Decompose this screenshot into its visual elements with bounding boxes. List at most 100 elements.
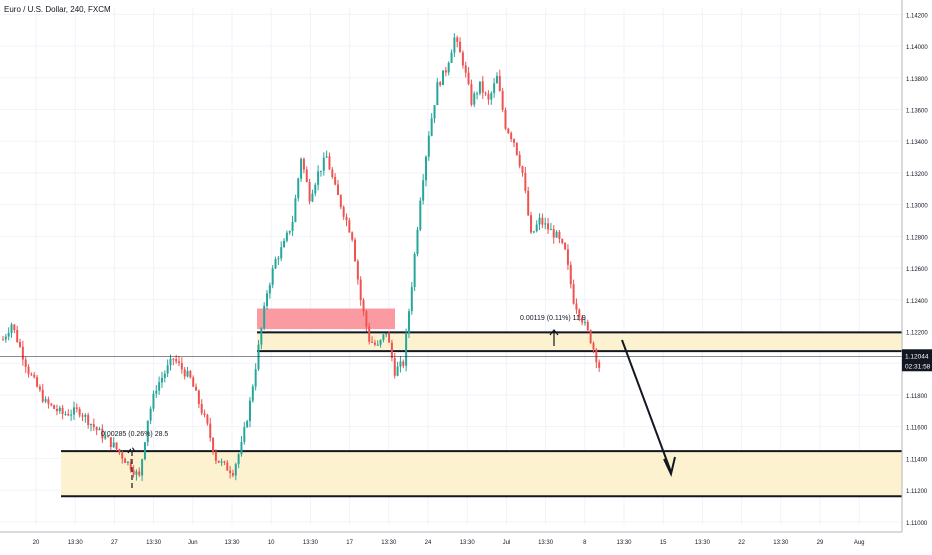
demand-zone[interactable] xyxy=(61,451,902,497)
candle-body xyxy=(490,93,493,100)
candle-body xyxy=(583,321,586,323)
x-tick-label: 24 xyxy=(425,540,432,546)
candle-body xyxy=(564,242,567,250)
candle-body xyxy=(322,157,325,171)
candle-body xyxy=(478,81,481,94)
candle-body xyxy=(234,464,237,476)
candle-body xyxy=(300,158,303,179)
candle-body xyxy=(251,386,254,401)
candle-body xyxy=(595,349,598,363)
candle-body xyxy=(328,156,331,170)
candle-body xyxy=(507,128,510,134)
down-arrow-line[interactable] xyxy=(621,339,672,473)
candle-body xyxy=(36,377,39,387)
candle-body xyxy=(38,386,41,390)
candle-body xyxy=(280,247,283,259)
candle-body xyxy=(388,333,391,343)
candle-body xyxy=(149,408,152,421)
candle-body xyxy=(430,118,433,136)
candle-body xyxy=(558,231,561,239)
candle-body xyxy=(143,442,146,460)
candle-body xyxy=(305,169,308,182)
candle-body xyxy=(132,470,135,475)
drawings[interactable]: 0.00119 (0.11%) 11.9 0.00285 (0.26%) 28.5 xyxy=(0,315,902,488)
candle-body xyxy=(55,408,58,412)
candle-body xyxy=(206,414,209,424)
y-tick-label: 1.14200 xyxy=(906,13,928,19)
zones[interactable] xyxy=(61,308,902,498)
y-tick-label: 1.14000 xyxy=(906,45,928,51)
candle-body xyxy=(92,424,95,428)
candle-body xyxy=(16,330,19,342)
candle-body xyxy=(200,403,203,414)
candle-body xyxy=(129,461,132,471)
measure-label-lower: 0.00285 (0.26%) 28.5 xyxy=(101,431,168,438)
candle-body xyxy=(158,382,161,391)
candle-body xyxy=(64,413,67,415)
candle-body xyxy=(268,284,271,294)
candle-body xyxy=(302,158,305,170)
candle-body xyxy=(240,442,243,455)
candle-body xyxy=(544,223,547,225)
candle-body xyxy=(592,343,595,350)
x-tick-label: 13:30 xyxy=(695,540,711,546)
candle-body xyxy=(424,156,427,181)
x-tick-label: Aug xyxy=(854,540,865,546)
candle-body xyxy=(342,207,345,217)
candle-body xyxy=(58,407,61,412)
y-tick-label: 1.12600 xyxy=(906,267,928,273)
candle-body xyxy=(90,424,92,426)
candle-body xyxy=(399,361,402,367)
candle-body xyxy=(541,217,544,225)
price-badge xyxy=(902,349,932,372)
candle-body xyxy=(427,135,430,157)
candle-body xyxy=(183,369,186,377)
candle-body xyxy=(209,423,212,439)
candle-body xyxy=(237,454,240,465)
down-arrow-head[interactable] xyxy=(663,456,676,478)
x-tick-label: 13:30 xyxy=(538,540,554,546)
candle-body xyxy=(436,82,439,106)
candle-body xyxy=(447,62,450,73)
measure-arrow-upper[interactable] xyxy=(549,329,559,346)
candle-body xyxy=(456,37,459,42)
candle-body xyxy=(78,408,81,416)
candle-body xyxy=(385,333,388,335)
candle-body xyxy=(575,303,578,310)
candle-body xyxy=(524,172,527,191)
y-tick-label: 1.12400 xyxy=(906,299,928,305)
candle-body xyxy=(484,92,487,94)
candle-body xyxy=(538,217,541,225)
x-tick-label: Jun xyxy=(188,540,198,546)
candle-body xyxy=(283,240,286,248)
candle-body xyxy=(314,184,317,194)
demand-zone[interactable] xyxy=(257,332,902,352)
candle-body xyxy=(98,428,101,431)
candle-body xyxy=(248,400,251,422)
candle-body xyxy=(442,70,445,86)
candle-body xyxy=(288,230,291,233)
candle-body xyxy=(53,405,56,409)
candle-body xyxy=(336,184,339,195)
candle-body xyxy=(532,231,535,233)
candle-body xyxy=(351,232,354,240)
candle-body xyxy=(285,232,288,241)
candle-body xyxy=(138,471,141,476)
candle-body xyxy=(467,72,470,84)
supply-zone[interactable] xyxy=(257,308,395,330)
measure-arrow-lower[interactable] xyxy=(127,445,137,488)
candle-body xyxy=(362,300,365,312)
y-tick-label: 1.13200 xyxy=(906,172,928,178)
x-tick-label: 13:30 xyxy=(616,540,632,546)
candle-body xyxy=(67,413,70,416)
candle-body xyxy=(373,342,376,345)
candle-body xyxy=(549,229,552,231)
x-tick-label: Jul xyxy=(503,540,511,546)
candle-body xyxy=(334,176,337,185)
candle-body xyxy=(356,261,359,280)
candle-body xyxy=(21,346,24,360)
candle-body xyxy=(294,198,297,222)
